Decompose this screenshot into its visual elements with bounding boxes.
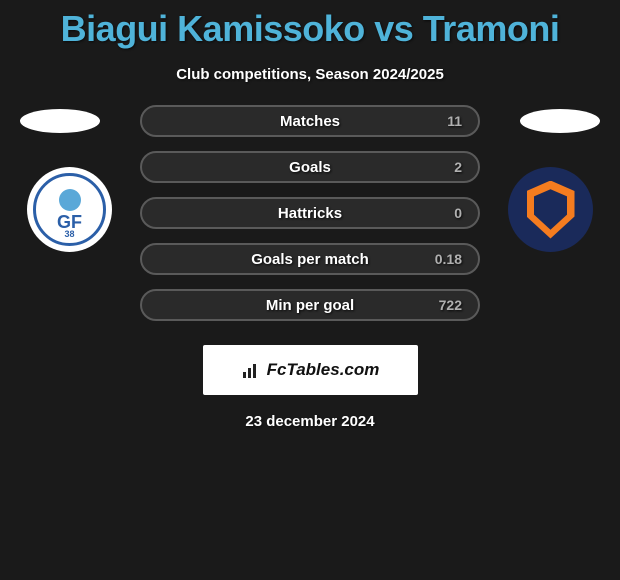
stat-row-matches: Matches 11 (140, 105, 480, 137)
stat-row-hattricks: Hattricks 0 (140, 197, 480, 229)
shield-crest-icon (508, 167, 593, 252)
brand-text: FcTables.com (267, 360, 380, 380)
crest-monogram: GF (57, 213, 82, 231)
stats-list: Matches 11 Goals 2 Hattricks 0 Goals per… (140, 105, 480, 321)
left-club-badge: GF 38 (27, 167, 112, 252)
stat-value-right: 0 (454, 205, 462, 221)
stat-label: Matches (280, 113, 340, 130)
footer-date: 23 december 2024 (0, 413, 620, 430)
page-title: Biagui Kamissoko vs Tramoni (0, 0, 620, 50)
stat-row-goals: Goals 2 (140, 151, 480, 183)
grenoble-crest-icon: GF 38 (27, 167, 112, 252)
stat-row-min-per-goal: Min per goal 722 (140, 289, 480, 321)
stat-label: Goals (289, 159, 331, 176)
stat-label: Hattricks (278, 205, 342, 222)
crest-number: 38 (64, 229, 74, 239)
stat-value-right: 11 (447, 113, 462, 129)
stat-label: Goals per match (251, 251, 369, 268)
bar-chart-icon (241, 362, 261, 378)
left-side-ellipse (20, 109, 100, 133)
snowflake-icon (59, 189, 81, 211)
stat-row-goals-per-match: Goals per match 0.18 (140, 243, 480, 275)
comparison-area: GF 38 Matches 11 Goals 2 Hattricks 0 Goa… (0, 105, 620, 321)
stat-value-right: 2 (454, 159, 462, 175)
right-club-badge (508, 167, 593, 252)
subtitle: Club competitions, Season 2024/2025 (0, 66, 620, 83)
brand-box[interactable]: FcTables.com (203, 345, 418, 395)
right-side-ellipse (520, 109, 600, 133)
stat-value-right: 0.18 (435, 251, 462, 267)
stat-label: Min per goal (266, 297, 354, 314)
stat-value-right: 722 (439, 297, 462, 313)
